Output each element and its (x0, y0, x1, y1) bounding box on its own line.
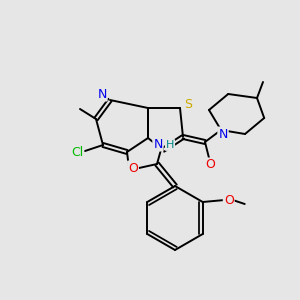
Text: O: O (128, 161, 138, 175)
Text: S: S (184, 98, 192, 112)
Text: N: N (218, 128, 228, 140)
Text: O: O (205, 158, 215, 172)
Text: H: H (166, 140, 174, 150)
Text: Cl: Cl (71, 146, 83, 158)
Text: N: N (153, 137, 163, 151)
Text: N: N (97, 88, 107, 100)
Text: O: O (224, 194, 234, 208)
